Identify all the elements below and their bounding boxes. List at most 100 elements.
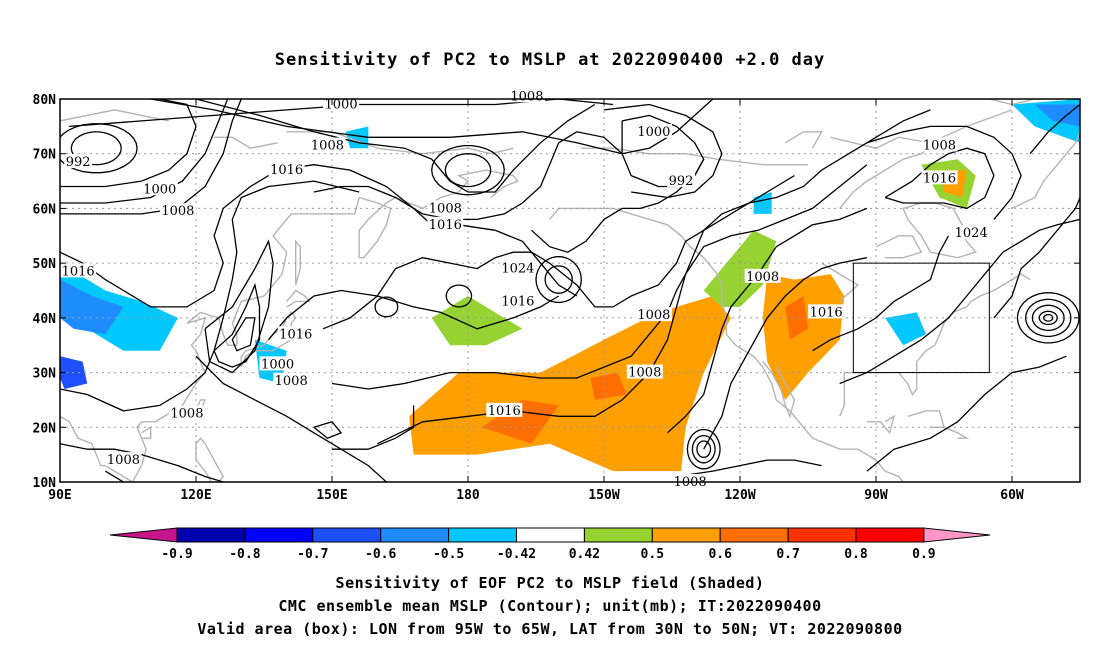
contour-label-background — [64, 153, 93, 168]
colorbar-box — [651, 527, 721, 543]
colorbar-box — [176, 527, 246, 543]
lat-label: 80N — [33, 93, 57, 108]
coastline — [60, 169, 520, 482]
mslp-contours — [60, 99, 1080, 482]
contour-label-background — [105, 452, 142, 467]
colorbar-box — [244, 527, 314, 543]
isobar-line — [60, 443, 224, 482]
lon-label: 90E — [48, 488, 71, 503]
coastline — [214, 136, 278, 149]
isobar-line — [691, 434, 716, 464]
colorbar-box — [855, 527, 925, 543]
colorbar-tick-label: -0.7 — [297, 547, 328, 562]
isobar-line — [603, 103, 723, 199]
isobar-line — [231, 317, 256, 352]
colorbar-box — [448, 527, 518, 543]
colorbar-boxes — [109, 527, 991, 543]
isobar-line — [884, 147, 995, 210]
contour-label-background — [168, 405, 205, 420]
colorbar-box — [380, 527, 450, 543]
green-region — [431, 296, 523, 346]
contour-label-background — [60, 263, 97, 278]
coastlines — [60, 99, 1080, 482]
blue-region — [60, 279, 124, 335]
contour-label: 1016 — [429, 218, 462, 233]
isobar-line — [444, 153, 492, 188]
contour-label: 992 — [669, 174, 694, 189]
isobar-line — [322, 175, 795, 330]
contour-label: 1016 — [923, 171, 956, 186]
map-frame — [59, 98, 1081, 483]
contour-label-background — [744, 268, 781, 283]
colorbar-box — [516, 527, 585, 543]
lat-label: 20N — [33, 421, 57, 436]
coastline — [549, 207, 905, 482]
contour-label-background — [159, 203, 196, 218]
contour-label: 992 — [66, 155, 91, 170]
contour-label-background — [635, 307, 672, 322]
colorbar-box — [312, 527, 382, 543]
contour-label-background — [427, 216, 464, 231]
contour-label: 1008 — [107, 453, 140, 468]
coastline — [1011, 131, 1080, 210]
isobar-line — [1043, 313, 1054, 322]
coastline — [195, 437, 225, 482]
colorbar-tick-label: -0.42 — [497, 547, 536, 562]
isobar-line — [60, 123, 138, 174]
colorbar-over-triangle — [923, 527, 991, 543]
isobar-line — [104, 470, 124, 482]
contour-label: 1016 — [488, 404, 521, 419]
isobar-line — [866, 125, 1022, 220]
isobar-line — [1038, 310, 1058, 326]
contour-label: 1000 — [143, 182, 176, 197]
contour-label-background — [499, 260, 536, 275]
coastline — [784, 131, 823, 149]
isobar-line — [268, 289, 560, 341]
isobar-line — [445, 284, 473, 308]
isobar-line — [703, 257, 868, 450]
contour-label-background — [259, 356, 296, 371]
colorbar-tick-label: -0.9 — [161, 547, 192, 562]
contour-labels: 1000 1008 992 1016 1000 1008 1016 1008 1008 1000 1… — [60, 88, 990, 490]
contour-label: 1008 — [746, 270, 779, 285]
contour-label: 1016 — [279, 327, 312, 342]
colorbar-tick-label: 0.5 — [641, 547, 664, 562]
isobar-line — [313, 131, 623, 221]
dark-orange-region — [590, 372, 627, 400]
sensitivity-map: 1000 1008 992 1016 1000 1008 1016 1008 1008 1000 1… — [33, 88, 1081, 503]
colorbar-box — [787, 527, 857, 543]
contour-label-background — [635, 123, 672, 138]
coastline — [60, 109, 169, 122]
colorbar-tick-label: 0.6 — [708, 547, 732, 562]
isobar-line — [667, 207, 868, 434]
isobar-line — [676, 459, 822, 478]
contour-label-background — [277, 326, 314, 341]
contour-label: 1016 — [810, 305, 843, 320]
isobar-line — [60, 180, 360, 412]
valid-area-box — [852, 262, 990, 374]
colorbar-tick-label: 0.7 — [776, 547, 799, 562]
lon-label: 60W — [1000, 488, 1024, 503]
contour-label: 1008 — [311, 139, 344, 154]
contour-label: 1008 — [170, 407, 203, 422]
contour-label: 1024 — [501, 262, 534, 277]
contour-label-background — [427, 200, 464, 215]
coastline — [907, 410, 945, 428]
isobar-line — [431, 144, 505, 196]
coastline — [286, 289, 311, 308]
figure-title: Sensitivity of PC2 to MSLP at 2022090400… — [274, 50, 826, 70]
contour-label-background — [921, 137, 958, 152]
cyan-region — [885, 312, 926, 346]
footer-line-2: CMC ensemble mean MSLP (Contour); unit(m… — [278, 597, 822, 615]
colorbar-tick-label: 0.42 — [569, 547, 600, 562]
lat-label: 70N — [33, 148, 57, 163]
contour-label: 1008 — [161, 204, 194, 219]
contour-label: 1008 — [275, 374, 308, 389]
dark-orange-region — [481, 399, 559, 444]
isobar-line — [60, 99, 229, 204]
coastline — [762, 361, 796, 419]
lat-label: 50N — [33, 257, 57, 272]
lat-label: 30N — [33, 367, 57, 382]
isobar-line — [1029, 103, 1080, 155]
isobar-line — [839, 218, 1080, 385]
